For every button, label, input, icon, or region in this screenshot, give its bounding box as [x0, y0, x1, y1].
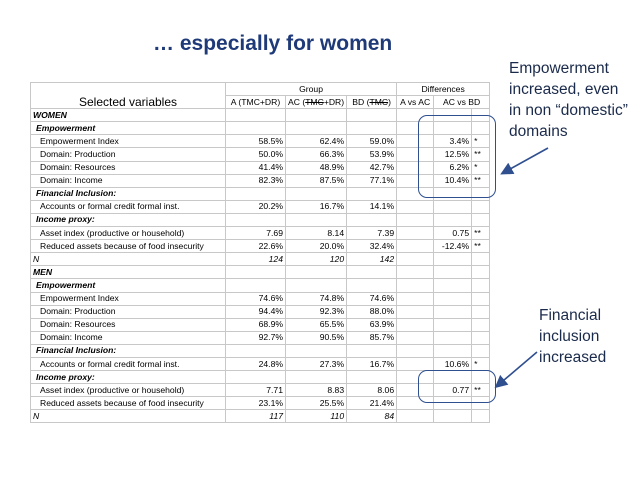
- value-ac: 110: [284, 409, 348, 424]
- table-row: Domain: Production 94.4% 92.3% 88.0%: [30, 304, 491, 319]
- empowerment-note-line: Empowerment: [509, 60, 609, 77]
- table-row: N 117 110 84: [30, 409, 491, 424]
- table-row: Financial Inclusion:: [30, 186, 491, 201]
- significance: **: [471, 147, 491, 162]
- table-row: Reduced assets because of food insecurit…: [30, 396, 491, 411]
- table-body: WOMEN Empowerment Empowerment Index 58.5% 62…: [30, 108, 491, 424]
- table-row: Empowerment: [30, 278, 491, 293]
- results-table: Selected variables Group Differences A (…: [30, 81, 491, 424]
- table-group-header-row: Selected variables Group Differences: [30, 81, 491, 110]
- financial-note-line: increased: [539, 349, 607, 366]
- empowerment-note-line: increased, even: [509, 81, 619, 98]
- significance: **: [471, 173, 491, 188]
- significance: *: [471, 356, 491, 372]
- table-row: Domain: Income 82.3% 87.5% 77.1% 10.4% **: [30, 173, 491, 188]
- slide-title: … especially for women: [153, 32, 393, 55]
- financial-note-line: inclusion: [539, 328, 600, 345]
- table-row: Accounts or formal credit formal inst. 24…: [30, 356, 491, 372]
- financial-note-line: Financial: [539, 307, 602, 324]
- empowerment-highlight-box: [418, 115, 496, 198]
- table-row: Income proxy:: [30, 370, 491, 385]
- empowerment-note-line: in non “domestic”: [509, 102, 628, 119]
- table-row: N 124 120 142: [30, 252, 491, 267]
- value-ac: 27.3%: [284, 356, 348, 372]
- financial-arrow: [494, 351, 538, 389]
- table-row: Financial Inclusion:: [30, 343, 491, 358]
- empowerment-note: Empowerment increased, even in non “dome…: [509, 58, 638, 142]
- significance: [471, 409, 491, 424]
- financial-note: Financial inclusion increased: [539, 305, 638, 368]
- table-row: Domain: Income 92.7% 90.5% 85.7%: [30, 330, 491, 345]
- value-bd: 84: [346, 409, 398, 424]
- significance: *: [471, 160, 491, 175]
- empowerment-note-line: domains: [509, 123, 568, 140]
- table-row: Empowerment Index 58.5% 62.4% 59.0% 3.4% *: [30, 134, 491, 149]
- empowerment-arrow: [500, 147, 549, 175]
